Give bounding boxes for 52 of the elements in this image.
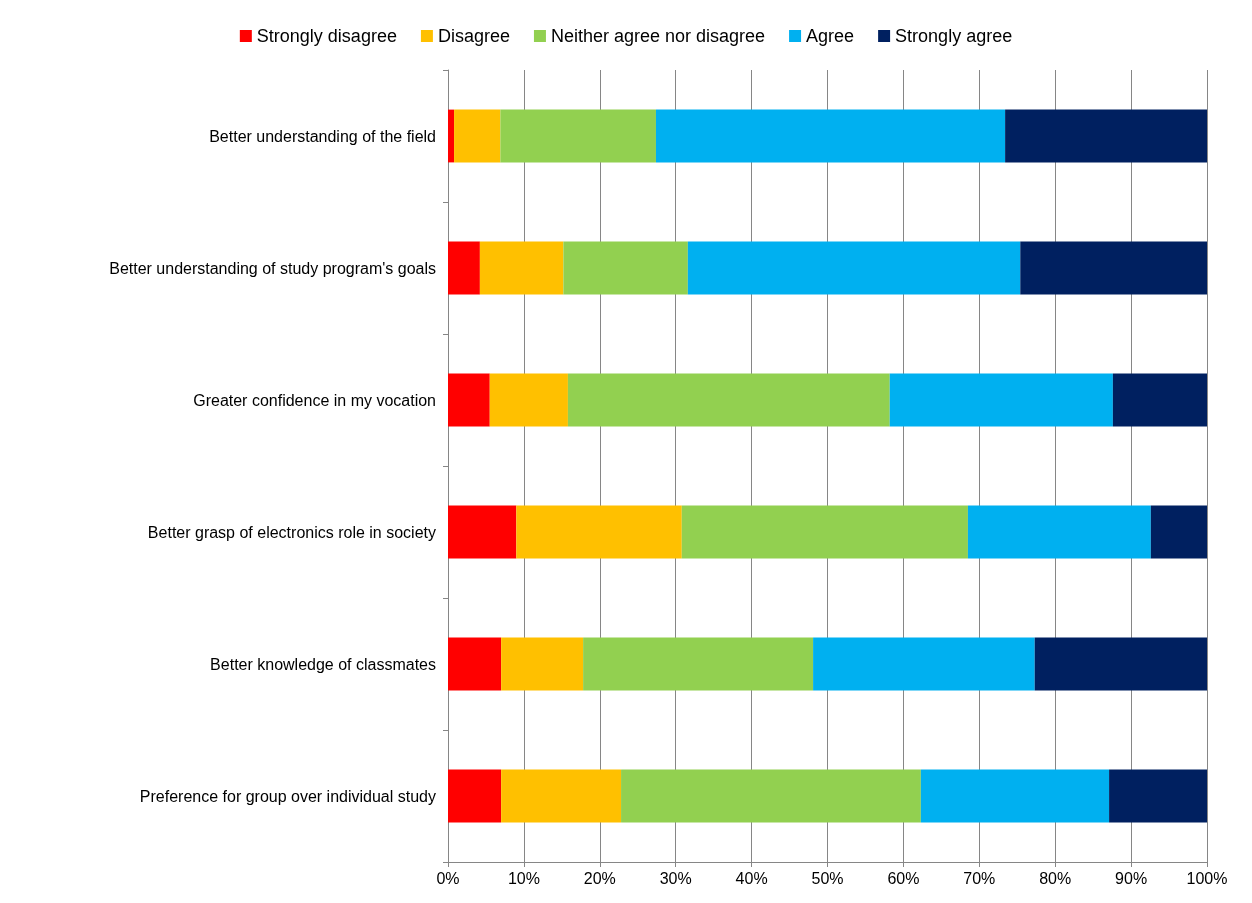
legend-label: Strongly agree	[895, 26, 1013, 46]
bar	[448, 109, 455, 163]
bar	[448, 505, 517, 559]
x-tick-label: 50%	[811, 869, 844, 887]
bar	[1109, 769, 1207, 823]
bar	[516, 505, 682, 559]
x-tick-label: 80%	[1039, 869, 1072, 887]
bar	[567, 373, 890, 427]
bar	[889, 373, 1113, 427]
bar	[655, 109, 1006, 163]
bar	[621, 769, 921, 823]
bar	[1112, 373, 1207, 427]
bar	[454, 109, 501, 163]
bar	[448, 241, 480, 295]
y-tick-label: Preference for group over individual study	[139, 787, 436, 805]
x-tick-label: 10%	[507, 869, 540, 887]
y-tick-label: Better grasp of electronics role in society	[147, 523, 436, 541]
x-tick-label: 40%	[735, 869, 768, 887]
bar	[920, 769, 1110, 823]
bar	[448, 373, 490, 427]
bar	[681, 505, 968, 559]
bar	[687, 241, 1021, 295]
y-tick-label: Better knowledge of classmates	[210, 655, 436, 673]
x-tick-label: 20%	[583, 869, 616, 887]
bar	[1020, 241, 1207, 295]
y-tick-label: Greater confidence in my vocation	[193, 391, 436, 409]
legend-label: Neither agree nor disagree	[550, 26, 766, 46]
y-tick-label: Better understanding of study program's goals	[109, 259, 436, 277]
bar	[813, 637, 1035, 691]
bar	[448, 637, 502, 691]
bar	[1005, 109, 1207, 163]
x-tick-label: 70%	[963, 869, 996, 887]
x-tick-label: 0%	[436, 869, 460, 887]
bar	[501, 637, 584, 691]
bar	[1034, 637, 1207, 691]
bar	[448, 769, 502, 823]
bar	[479, 241, 564, 295]
bar	[563, 241, 688, 295]
x-tick-label: 100%	[1186, 869, 1228, 887]
bar	[501, 769, 622, 823]
bar	[1150, 505, 1207, 559]
bar	[489, 373, 568, 427]
y-tick-label: Better understanding of the field	[209, 127, 436, 145]
x-tick-label: 60%	[887, 869, 920, 887]
legend-label: Disagree	[437, 26, 510, 46]
x-tick-label: 30%	[659, 869, 692, 887]
bar	[500, 109, 656, 163]
legend-label: Agree	[806, 26, 855, 46]
x-tick-label: 90%	[1115, 869, 1148, 887]
bar	[583, 637, 814, 691]
bar	[967, 505, 1151, 559]
legend-label: Strongly disagree	[256, 26, 397, 46]
